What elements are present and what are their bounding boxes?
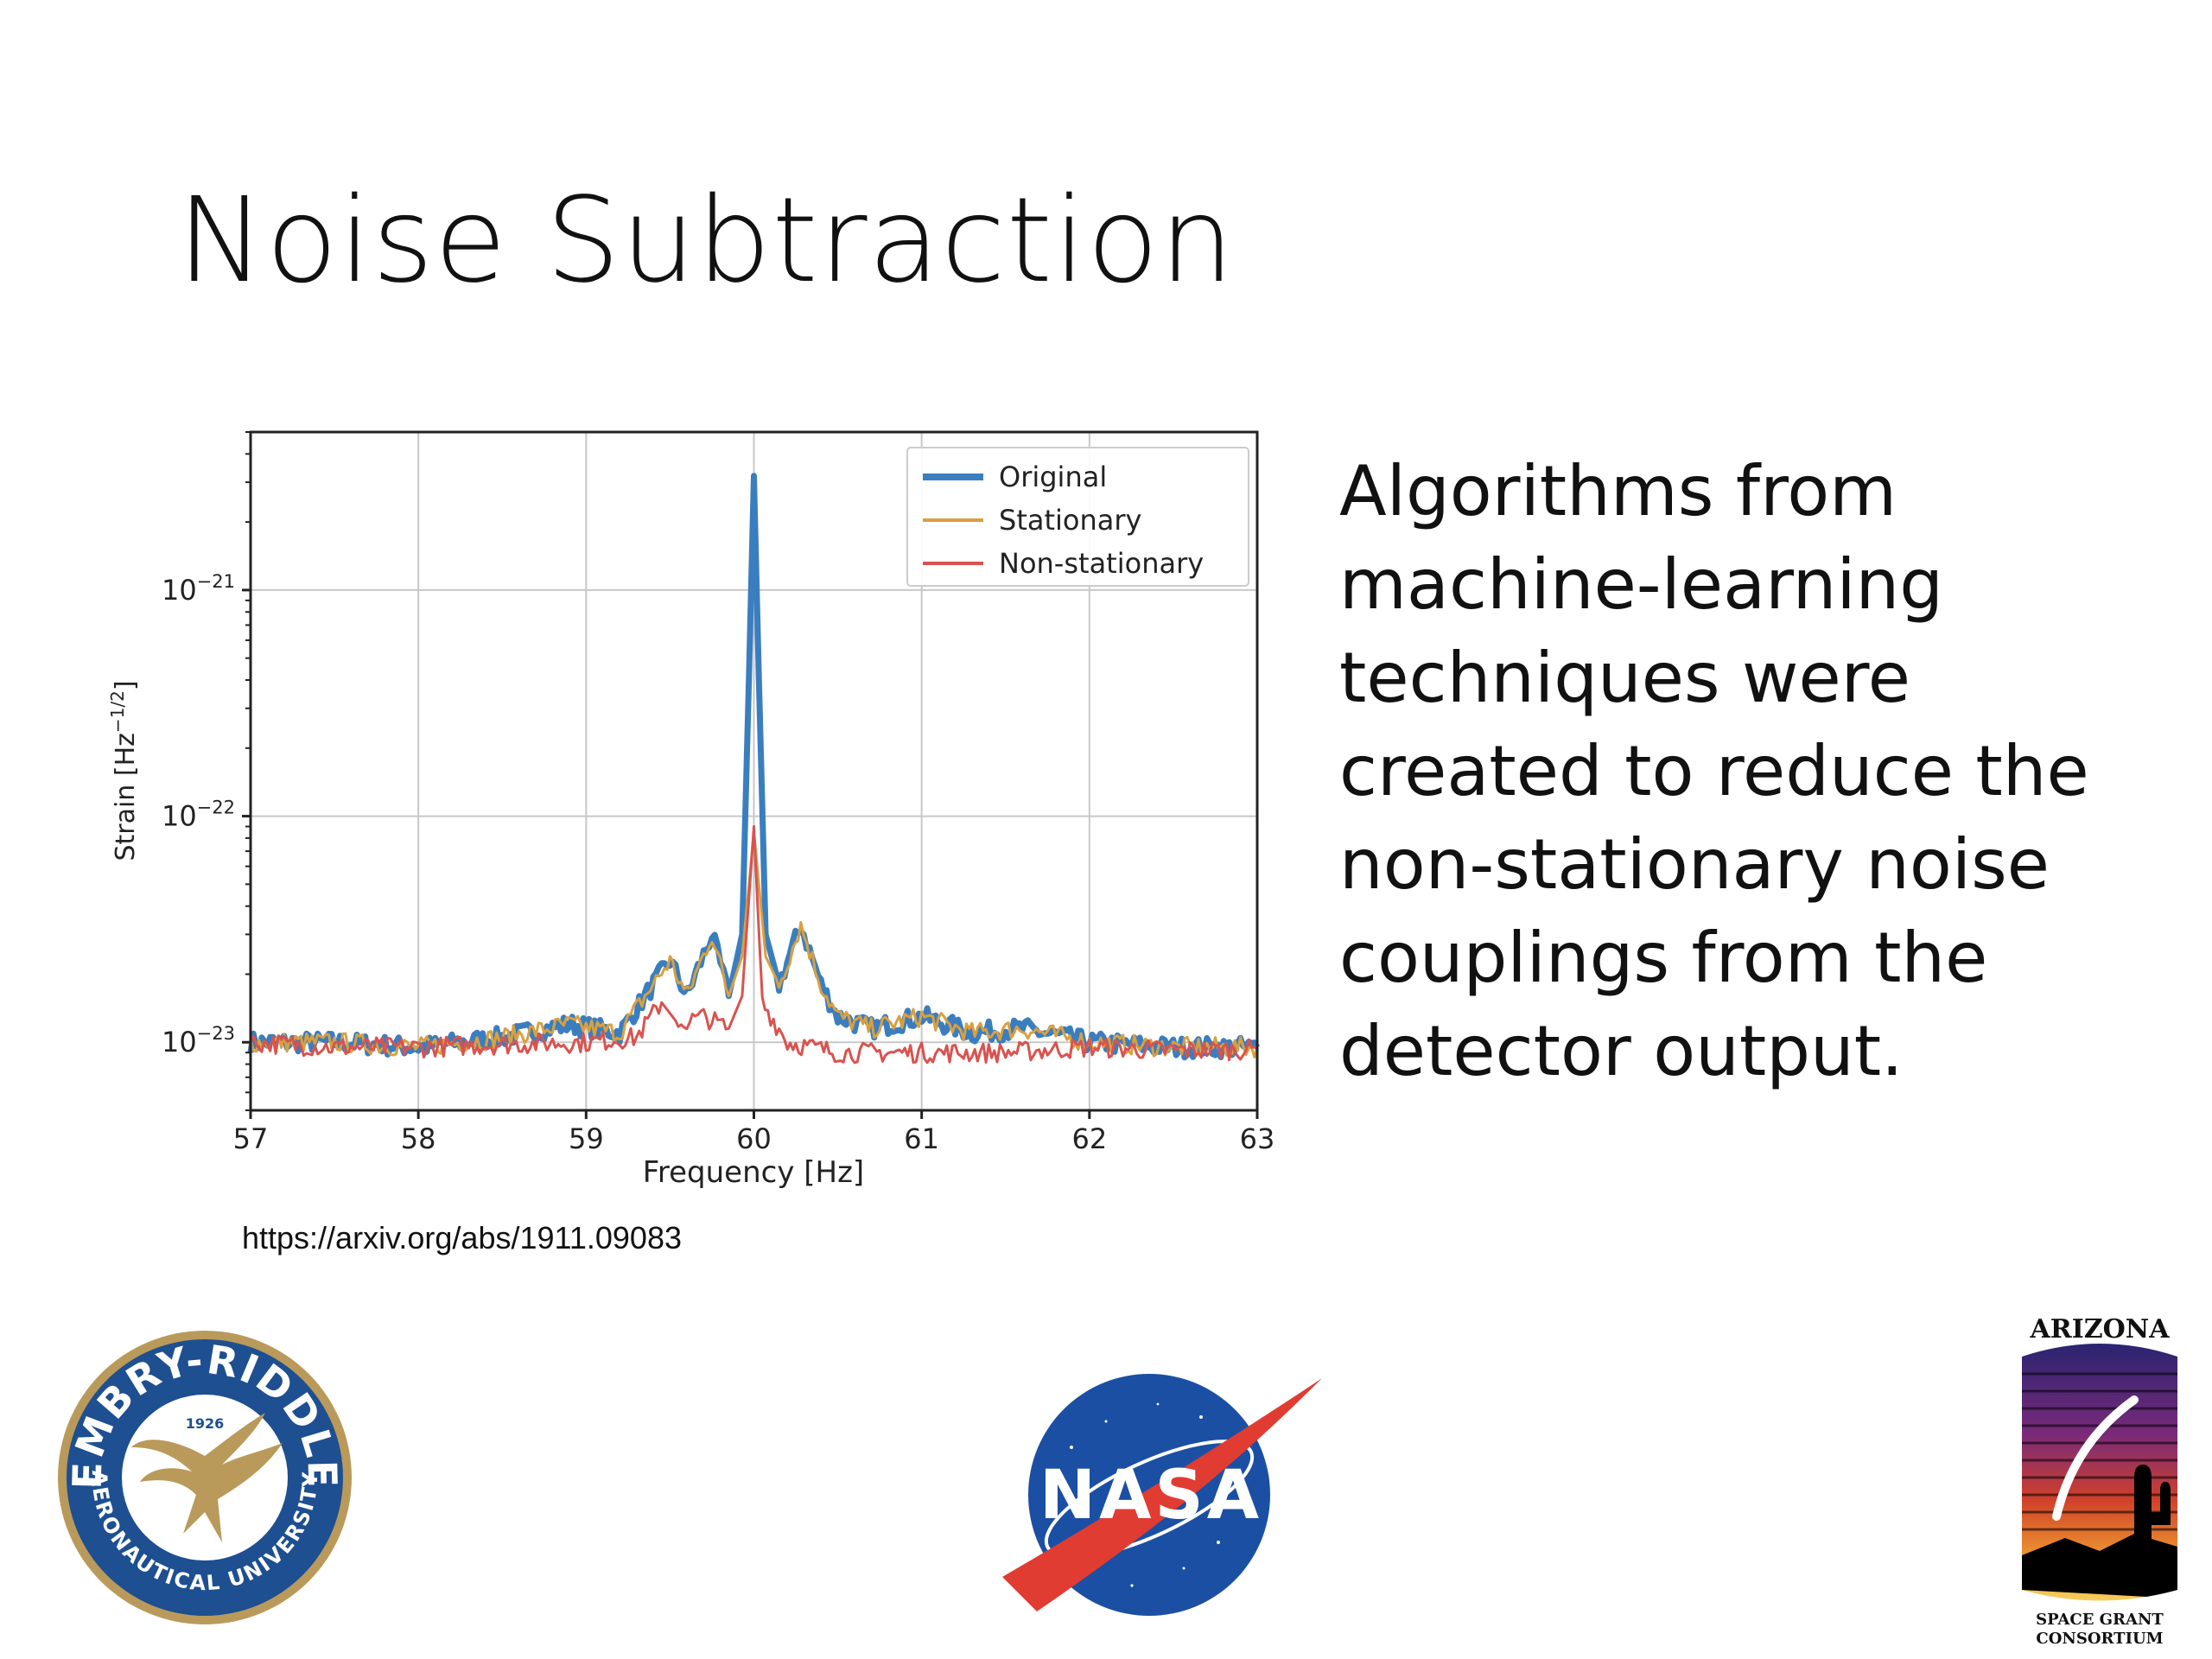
y-axis-label-exp: −1/2 [107,690,128,733]
y-tick-label: 10−21 [162,571,235,607]
series-layer [247,473,1261,1065]
x-tick-label: 63 [1240,1122,1275,1155]
nasa-meatball-icon: NASA [1002,1374,1322,1616]
y-axis-label-close: ] [111,680,141,690]
embry-riddle-seal-icon: EMBRY-RIDDLE AERONAUTICAL UNIVERSITY 192… [58,1331,352,1624]
slide-title: Noise Subtraction [177,173,1236,309]
svg-text:SPACE GRANT: SPACE GRANT [2036,1611,2164,1629]
nasa-logo: NASA [1002,1370,1331,1620]
legend-label: Non-stationary [999,547,1204,580]
legend-label: Stationary [999,504,1141,537]
y-axis-label-text: Strain [Hz [111,733,141,861]
legend-label: Original [999,461,1107,493]
embry-riddle-logo: EMBRY-RIDDLE AERONAUTICAL UNIVERSITY 192… [54,1326,356,1629]
x-tick-label: 59 [569,1122,604,1155]
arizona-space-grant-icon: ARIZONA SPACE GRANT CONSORTIUM [2022,1314,2177,1648]
x-axis-label: Frequency [Hz] [643,1155,864,1190]
legend: Original Stationary Non-stationary [906,447,1249,587]
x-tick-label: 61 [904,1122,939,1155]
svg-text:ARIZONA: ARIZONA [2030,1314,2171,1344]
arizona-space-grant-logo: ARIZONA SPACE GRANT CONSORTIUM [2005,1305,2195,1650]
svg-text:NASA: NASA [1039,1457,1262,1535]
x-tick-label: 60 [736,1122,772,1155]
x-tick-label: 62 [1071,1122,1107,1155]
strain-spectrum-chart: 10−21 10−22 10−23 57 58 59 60 61 62 63 Frequency… [86,406,1296,1227]
x-tick-label: 57 [233,1122,269,1155]
svg-text:1926: 1926 [186,1415,225,1432]
y-tick-label: 10−23 [162,1023,235,1058]
citation-link[interactable]: https://arxiv.org/abs/1911.09083 [242,1220,682,1255]
slide-body-text: Algorithms from machine-learning techniq… [1339,451,2089,1091]
y-tick-label: 10−22 [162,798,235,833]
y-ticks: 10−21 10−22 10−23 [162,431,251,1111]
x-tick-label: 58 [401,1122,436,1155]
svg-text:CONSORTIUM: CONSORTIUM [2036,1630,2163,1648]
y-axis-label: Strain [Hz−1/2] [107,680,141,861]
x-ticks: 57 58 59 60 61 62 63 [233,1110,1275,1155]
legend-box [906,447,1249,587]
series-line-non-stationary [249,825,1259,1065]
chart-canvas: 10−21 10−22 10−23 57 58 59 60 61 62 63 Frequency… [107,430,1275,1190]
